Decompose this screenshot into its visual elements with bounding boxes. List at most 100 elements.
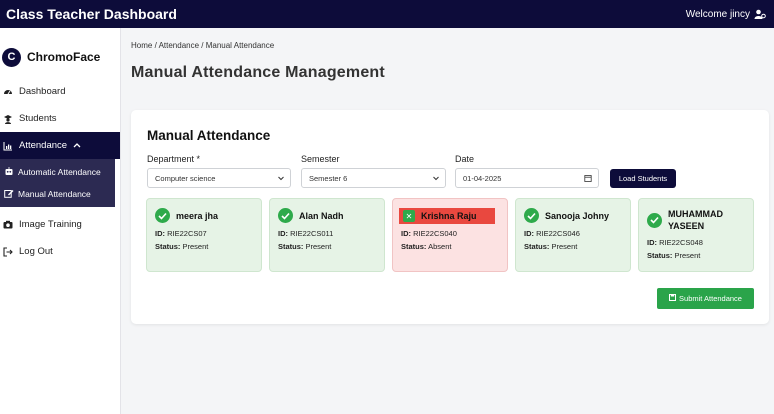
student-status-value: Absent bbox=[428, 242, 452, 251]
sidebar-item-attendance[interactable]: Attendance bbox=[0, 132, 120, 159]
sidebar-item-image-training[interactable]: Image Training bbox=[0, 211, 120, 238]
student-name: Alan Nadh bbox=[299, 210, 344, 221]
student-card[interactable]: meera jha ID: RIE22CS07 Status: Present bbox=[146, 198, 262, 272]
check-circle-icon[interactable] bbox=[155, 208, 170, 223]
sidebar-item-label: Log Out bbox=[19, 246, 53, 257]
date-input[interactable]: 01-04-2025 bbox=[455, 168, 599, 188]
attendance-submenu: Automatic Attendance Manual Attendance bbox=[0, 159, 115, 207]
semester-value: Semester 6 bbox=[309, 173, 348, 183]
camera-icon bbox=[3, 220, 13, 230]
student-status: Status: Present bbox=[155, 242, 208, 251]
chevron-down-icon bbox=[432, 174, 440, 182]
date-label: Date bbox=[455, 154, 475, 164]
id-prefix: ID: bbox=[278, 229, 288, 238]
submenu-item-manual-attendance[interactable]: Manual Attendance bbox=[0, 183, 115, 205]
app-title: Class Teacher Dashboard bbox=[6, 6, 177, 22]
sidebar-item-logout[interactable]: Log Out bbox=[0, 238, 120, 265]
id-prefix: ID: bbox=[155, 229, 165, 238]
status-prefix: Status: bbox=[155, 242, 181, 251]
student-card-header: MUHAMMAD YASEEN bbox=[647, 208, 738, 232]
student-card[interactable]: ✕ Krishna Raju ID: RIE22CS040 Status: Ab… bbox=[392, 198, 508, 272]
submit-attendance-button[interactable]: Submit Attendance bbox=[657, 288, 754, 309]
student-status-value: Present bbox=[551, 242, 578, 251]
x-mark-icon[interactable]: ✕ bbox=[403, 210, 415, 222]
robot-icon bbox=[4, 166, 14, 178]
submenu-item-label: Manual Attendance bbox=[18, 189, 91, 199]
status-prefix: Status: bbox=[647, 251, 673, 260]
student-status: Status: Absent bbox=[401, 242, 451, 251]
sidebar: C ChromoFace Dashboard Students Attendan… bbox=[0, 28, 121, 414]
chevron-down-icon bbox=[277, 174, 285, 182]
dashboard-icon bbox=[3, 87, 13, 97]
check-circle-icon[interactable] bbox=[647, 212, 662, 228]
department-label: Department * bbox=[147, 154, 201, 164]
manual-attendance-card: Manual Attendance Department * Computer … bbox=[131, 110, 769, 324]
user-gear-icon bbox=[754, 9, 766, 19]
student-name: meera jha bbox=[176, 210, 219, 221]
load-students-button[interactable]: Load Students bbox=[610, 169, 676, 188]
student-id-value: RIE22CS048 bbox=[659, 238, 703, 247]
status-prefix: Status: bbox=[524, 242, 550, 251]
sidebar-item-students[interactable]: Students bbox=[0, 105, 120, 132]
student-id: ID: RIE22CS011 bbox=[278, 229, 333, 238]
student-icon bbox=[3, 114, 13, 124]
brand-name: ChromoFace bbox=[27, 50, 101, 64]
check-circle-icon[interactable] bbox=[524, 208, 539, 223]
department-select[interactable]: Computer science bbox=[147, 168, 291, 188]
status-prefix: Status: bbox=[278, 242, 304, 251]
chart-icon bbox=[3, 141, 13, 151]
student-id: ID: RIE22CS040 bbox=[401, 229, 457, 238]
student-status: Status: Present bbox=[278, 242, 331, 251]
student-status: Status: Present bbox=[524, 242, 577, 251]
student-id-value: RIE22CS011 bbox=[290, 229, 334, 238]
welcome-user[interactable]: Welcome jincy bbox=[686, 9, 766, 20]
check-circle-icon[interactable] bbox=[278, 208, 293, 223]
student-status-value: Present bbox=[674, 251, 701, 260]
student-card-header: Alan Nadh bbox=[278, 208, 344, 223]
sidebar-item-label: Dashboard bbox=[19, 86, 66, 97]
student-id: ID: RIE22CS048 bbox=[647, 238, 703, 247]
student-card-header: ✕ Krishna Raju bbox=[399, 208, 495, 224]
student-status-value: Present bbox=[305, 242, 332, 251]
student-card-header: Sanooja Johny bbox=[524, 208, 609, 223]
semester-select[interactable]: Semester 6 bbox=[301, 168, 446, 188]
semester-label: Semester bbox=[301, 154, 340, 164]
student-card[interactable]: Alan Nadh ID: RIE22CS011 Status: Present bbox=[269, 198, 385, 272]
student-name: Krishna Raju bbox=[421, 211, 477, 221]
student-name: MUHAMMAD YASEEN bbox=[668, 209, 723, 231]
submit-label: Submit Attendance bbox=[679, 294, 742, 303]
id-prefix: ID: bbox=[401, 229, 411, 238]
student-status: Status: Present bbox=[647, 251, 700, 260]
student-id: ID: RIE22CS07 bbox=[155, 229, 207, 238]
sidebar-item-label: Students bbox=[19, 113, 57, 124]
brand[interactable]: C ChromoFace bbox=[0, 36, 120, 78]
student-card[interactable]: MUHAMMAD YASEEN ID: RIE22CS048 Status: P… bbox=[638, 198, 754, 272]
student-card[interactable]: Sanooja Johny ID: RIE22CS046 Status: Pre… bbox=[515, 198, 631, 272]
id-prefix: ID: bbox=[524, 229, 534, 238]
chevron-up-icon bbox=[73, 140, 81, 151]
edit-icon bbox=[4, 189, 14, 200]
sidebar-item-label: Image Training bbox=[19, 219, 82, 230]
brand-logo: C bbox=[2, 47, 21, 67]
student-id-value: RIE22CS046 bbox=[536, 229, 580, 238]
sidebar-item-dashboard[interactable]: Dashboard bbox=[0, 78, 120, 105]
status-prefix: Status: bbox=[401, 242, 427, 251]
submenu-item-label: Automatic Attendance bbox=[18, 167, 101, 177]
save-icon bbox=[669, 294, 677, 303]
top-bar: Class Teacher Dashboard Welcome jincy bbox=[0, 0, 774, 28]
page-title: Manual Attendance Management bbox=[131, 64, 385, 81]
submenu-item-automatic-attendance[interactable]: Automatic Attendance bbox=[0, 161, 115, 183]
absent-name-bar: ✕ Krishna Raju bbox=[399, 208, 495, 224]
calendar-icon[interactable] bbox=[584, 174, 592, 182]
id-prefix: ID: bbox=[647, 238, 657, 247]
student-id: ID: RIE22CS046 bbox=[524, 229, 580, 238]
department-value: Computer science bbox=[155, 173, 216, 183]
main-content: Home / Attendance / Manual Attendance Ma… bbox=[122, 28, 774, 414]
breadcrumb[interactable]: Home / Attendance / Manual Attendance bbox=[131, 41, 275, 50]
student-id-value: RIE22CS07 bbox=[167, 229, 207, 238]
student-status-value: Present bbox=[182, 242, 209, 251]
student-card-header: meera jha bbox=[155, 208, 218, 223]
student-id-value: RIE22CS040 bbox=[413, 229, 457, 238]
student-name: Sanooja Johny bbox=[545, 210, 610, 221]
logout-icon bbox=[3, 246, 13, 257]
